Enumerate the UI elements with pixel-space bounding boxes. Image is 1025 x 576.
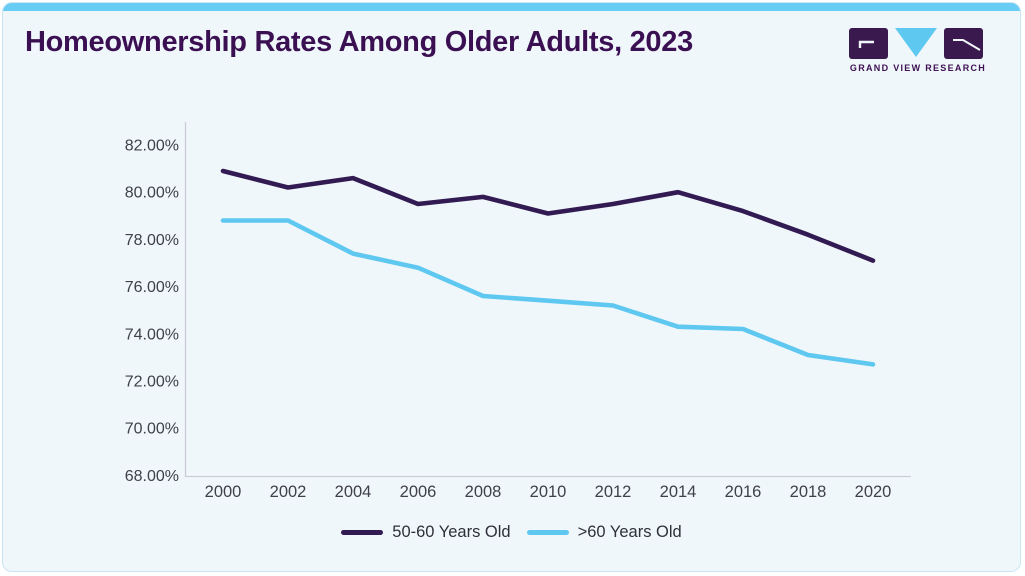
x-tick-label: 2004 <box>335 483 372 501</box>
y-tick-label: 72.00% <box>125 373 179 390</box>
x-tick-label: 2010 <box>530 483 567 501</box>
y-tick-label: 78.00% <box>125 232 179 249</box>
legend-label-over-60: >60 Years Old <box>577 523 682 541</box>
y-tick-label: 74.00% <box>125 326 179 343</box>
logo-r-icon <box>944 28 983 59</box>
x-tick-label: 2016 <box>725 483 762 501</box>
brand-logo-icon <box>849 28 983 59</box>
y-tick-label: 82.00% <box>125 138 179 155</box>
logo-g-icon <box>849 28 888 59</box>
legend-swatch-over-60-icon <box>526 530 569 535</box>
x-tick-label: 2006 <box>400 483 437 501</box>
brand-name: GRAND VIEW RESEARCH <box>849 63 987 73</box>
accent-top-bar <box>3 3 1020 11</box>
legend-item-50-60: 50-60 Years Old <box>341 523 511 542</box>
y-tick-label: 76.00% <box>125 279 179 296</box>
y-tick-label: 70.00% <box>125 421 179 438</box>
y-tick-label: 68.00% <box>125 468 179 485</box>
legend-item-over-60: >60 Years Old <box>526 523 682 542</box>
series-line-0 <box>220 168 876 263</box>
y-tick-label: 80.00% <box>125 185 179 202</box>
brand-logo: GRAND VIEW RESEARCH <box>849 27 987 73</box>
x-tick-label: 2000 <box>205 483 242 501</box>
x-tick-label: 2012 <box>595 483 632 501</box>
legend-swatch-50-60-icon <box>341 530 384 535</box>
x-tick-label: 2014 <box>660 483 697 501</box>
legend-label-50-60: 50-60 Years Old <box>392 523 511 541</box>
x-tick-label: 2002 <box>270 483 307 501</box>
x-tick-label: 2008 <box>465 483 502 501</box>
x-tick-label: 2018 <box>790 483 827 501</box>
logo-v-icon <box>895 28 937 57</box>
axis-lines <box>184 122 911 478</box>
chart-legend: 50-60 Years Old >60 Years Old <box>3 523 1020 542</box>
x-tick-label: 2020 <box>855 483 892 501</box>
series-line-1 <box>220 218 876 367</box>
page-title: Homeownership Rates Among Older Adults, … <box>25 26 693 58</box>
